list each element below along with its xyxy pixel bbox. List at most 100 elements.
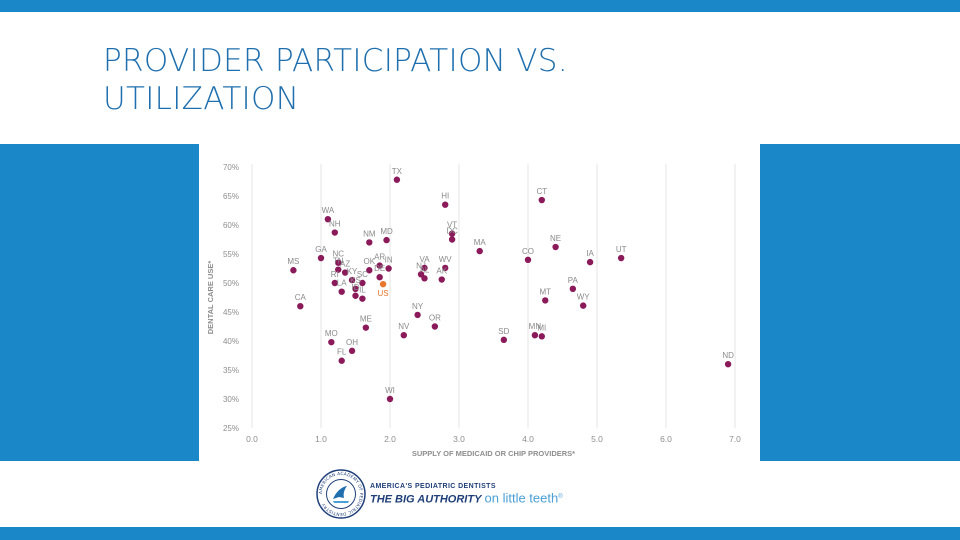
x-axis-label: SUPPLY OF MEDICAID OR CHIP PROVIDERS* [412,449,575,458]
point-label-nm: NM [363,229,376,238]
point-label-wi: WI [385,386,395,395]
point-us [379,280,387,288]
point-label-ri: RI [331,270,339,279]
point-label-tx: TX [392,167,403,176]
point-label-sd: SD [498,327,509,336]
x-tick-label: 5.0 [591,434,603,444]
point-label-nc: NC [332,250,344,259]
point-label-al: AL [420,265,430,274]
point-nv [400,332,407,339]
point-fl [338,357,345,364]
point-ct [538,196,545,204]
point-id [352,292,359,299]
point-label-nh: NH [329,220,341,229]
y-tick-label: 30% [223,395,239,404]
slide-title-line-1: PROVIDER PARTICIPATION VS. [103,43,568,79]
point-label-dc: DC [446,227,458,236]
y-tick-label: 60% [223,221,239,230]
y-tick-label: 25% [223,424,239,433]
point-label-wy: WY [577,293,591,302]
y-tick-label: 35% [223,366,239,375]
point-ar [376,262,383,269]
aapd-logo: AMERICAN ACADEMY OF PEDIATRIC DENTISTRY … [314,468,634,520]
seal-icon: AMERICAN ACADEMY OF PEDIATRIC DENTISTRY [316,469,366,519]
chart-panel: 0.0 1.0 2.0 3.0 4.0 5.0 6.0 7.0 25% 30% 35% 40% 45% 5… [199,144,760,461]
point-oh [348,347,356,355]
point-wa [324,216,332,223]
point-label-or: OR [429,314,441,323]
point-label-ms: MS [287,257,299,266]
point-label-wa: WA [322,206,335,215]
point-ma [476,247,483,255]
point-label-in: IN [385,256,393,265]
point-label-sc: SC [357,270,368,279]
point-label-me: ME [360,315,372,324]
point-md [383,236,390,244]
y-tick-label: 65% [223,192,239,201]
point-nh [331,229,338,236]
point-label-md: MD [380,227,393,236]
point-tx [393,176,401,183]
point-ks [352,285,359,292]
point-ky [348,276,356,284]
point-label-ar: AR [374,253,385,262]
point-ak [438,276,445,283]
scatter-chart: 0.0 1.0 2.0 3.0 4.0 5.0 6.0 7.0 25% 30% 35% 40% 45% 5… [206,163,741,458]
point-label-ct: CT [536,187,547,196]
point-ms [290,267,297,274]
point-mn [531,332,539,339]
y-tick-label: 40% [223,337,239,346]
point-me [362,324,370,331]
y-tick-label: 70% [223,163,239,172]
point-dc [448,236,456,243]
point-label-il: IL [359,286,366,295]
point-label-ma: MA [474,238,487,247]
point-vt [448,230,456,237]
point-label-nj: NJ [416,261,426,270]
point-co [524,256,532,263]
point-nd [724,361,732,368]
point-ny [414,311,421,319]
point-pa [569,285,577,292]
logo-tagline-light: on little teeth [484,490,559,506]
point-label-ca: CA [295,293,307,302]
trademark-mark: ® [558,494,563,500]
point-il [359,295,366,302]
point-label-ok: OK [364,257,376,266]
point-hi [442,201,449,208]
point-ut [617,254,625,262]
point-az [341,269,349,276]
point-ga [317,254,325,262]
point-label-fl: FL [337,348,347,357]
point-label-ks: KS [350,276,361,285]
y-tick-label: 55% [223,250,239,259]
point-label-ut: UT [616,245,627,254]
x-tick-label: 7.0 [729,434,741,444]
point-ne [552,243,559,251]
x-tick-label: 1.0 [315,434,327,444]
point-label-az: AZ [340,260,350,269]
point-label-wv: WV [439,255,453,264]
point-label-ny: NY [412,302,424,311]
logo-tagline-top: AMERICA'S PEDIATRIC DENTISTS [370,483,496,490]
x-tick-label: 3.0 [453,434,465,444]
point-label-nd: ND [722,351,734,360]
point-nm [366,239,373,246]
point-label-de: DE [374,264,385,273]
y-axis-label: DENTAL CARE USE* [206,261,215,335]
point-wy [580,302,587,309]
point-label-us: US [378,289,389,298]
bottom-accent-bar [0,527,960,540]
x-tick-label: 0.0 [246,434,258,444]
point-va [421,264,428,272]
point-wv [442,264,449,272]
point-label-la: LA [337,279,347,288]
point-mo [328,338,335,346]
point-label-hi: HI [441,192,449,201]
point-ri [331,279,338,287]
point-label-id: ID [352,283,360,292]
point-label-mn: MN [529,322,542,331]
point-ok [366,267,373,274]
point-wi [386,395,394,403]
point-ca [297,303,304,310]
